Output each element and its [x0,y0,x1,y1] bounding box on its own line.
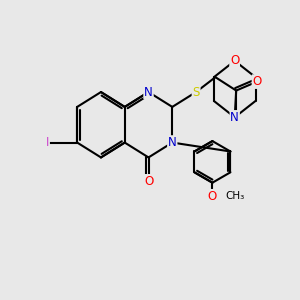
Text: S: S [192,85,200,98]
Text: N: N [144,85,153,98]
Text: O: O [252,75,262,88]
Text: N: N [168,136,177,149]
Text: O: O [144,175,153,188]
Text: O: O [208,190,217,202]
Text: N: N [168,136,177,149]
Text: O: O [208,190,217,202]
Text: S: S [192,85,200,98]
Text: I: I [46,136,49,149]
Text: O: O [144,175,153,188]
Text: O: O [230,54,239,67]
Text: CH₃: CH₃ [226,191,245,201]
Text: O: O [230,54,239,67]
Text: N: N [230,111,239,124]
Text: O: O [252,75,262,88]
Text: N: N [144,85,153,98]
Text: N: N [230,111,239,124]
Text: I: I [46,136,49,149]
